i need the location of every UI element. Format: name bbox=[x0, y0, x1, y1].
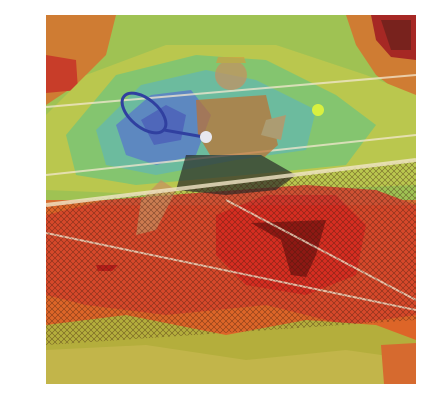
heatmap-figure bbox=[46, 15, 416, 384]
heat-region-blue-core bbox=[141, 105, 186, 145]
heat-region-red-left bbox=[46, 55, 78, 93]
net-tape bbox=[46, 158, 416, 207]
tennis-net bbox=[46, 158, 416, 345]
heat-region-darkred-topright bbox=[381, 20, 411, 50]
player-cap bbox=[216, 57, 246, 63]
tennis-racket bbox=[120, 91, 212, 143]
heat-region-bottom-right bbox=[381, 343, 416, 384]
tennis-ball bbox=[312, 104, 324, 116]
net-mesh bbox=[46, 160, 416, 345]
player-hand bbox=[200, 131, 212, 143]
heat-region-bottom-yellow bbox=[46, 345, 416, 384]
player-shirt bbox=[196, 95, 278, 165]
player-head bbox=[215, 60, 247, 90]
heatmap-image bbox=[46, 15, 416, 384]
player-arm bbox=[261, 115, 286, 140]
